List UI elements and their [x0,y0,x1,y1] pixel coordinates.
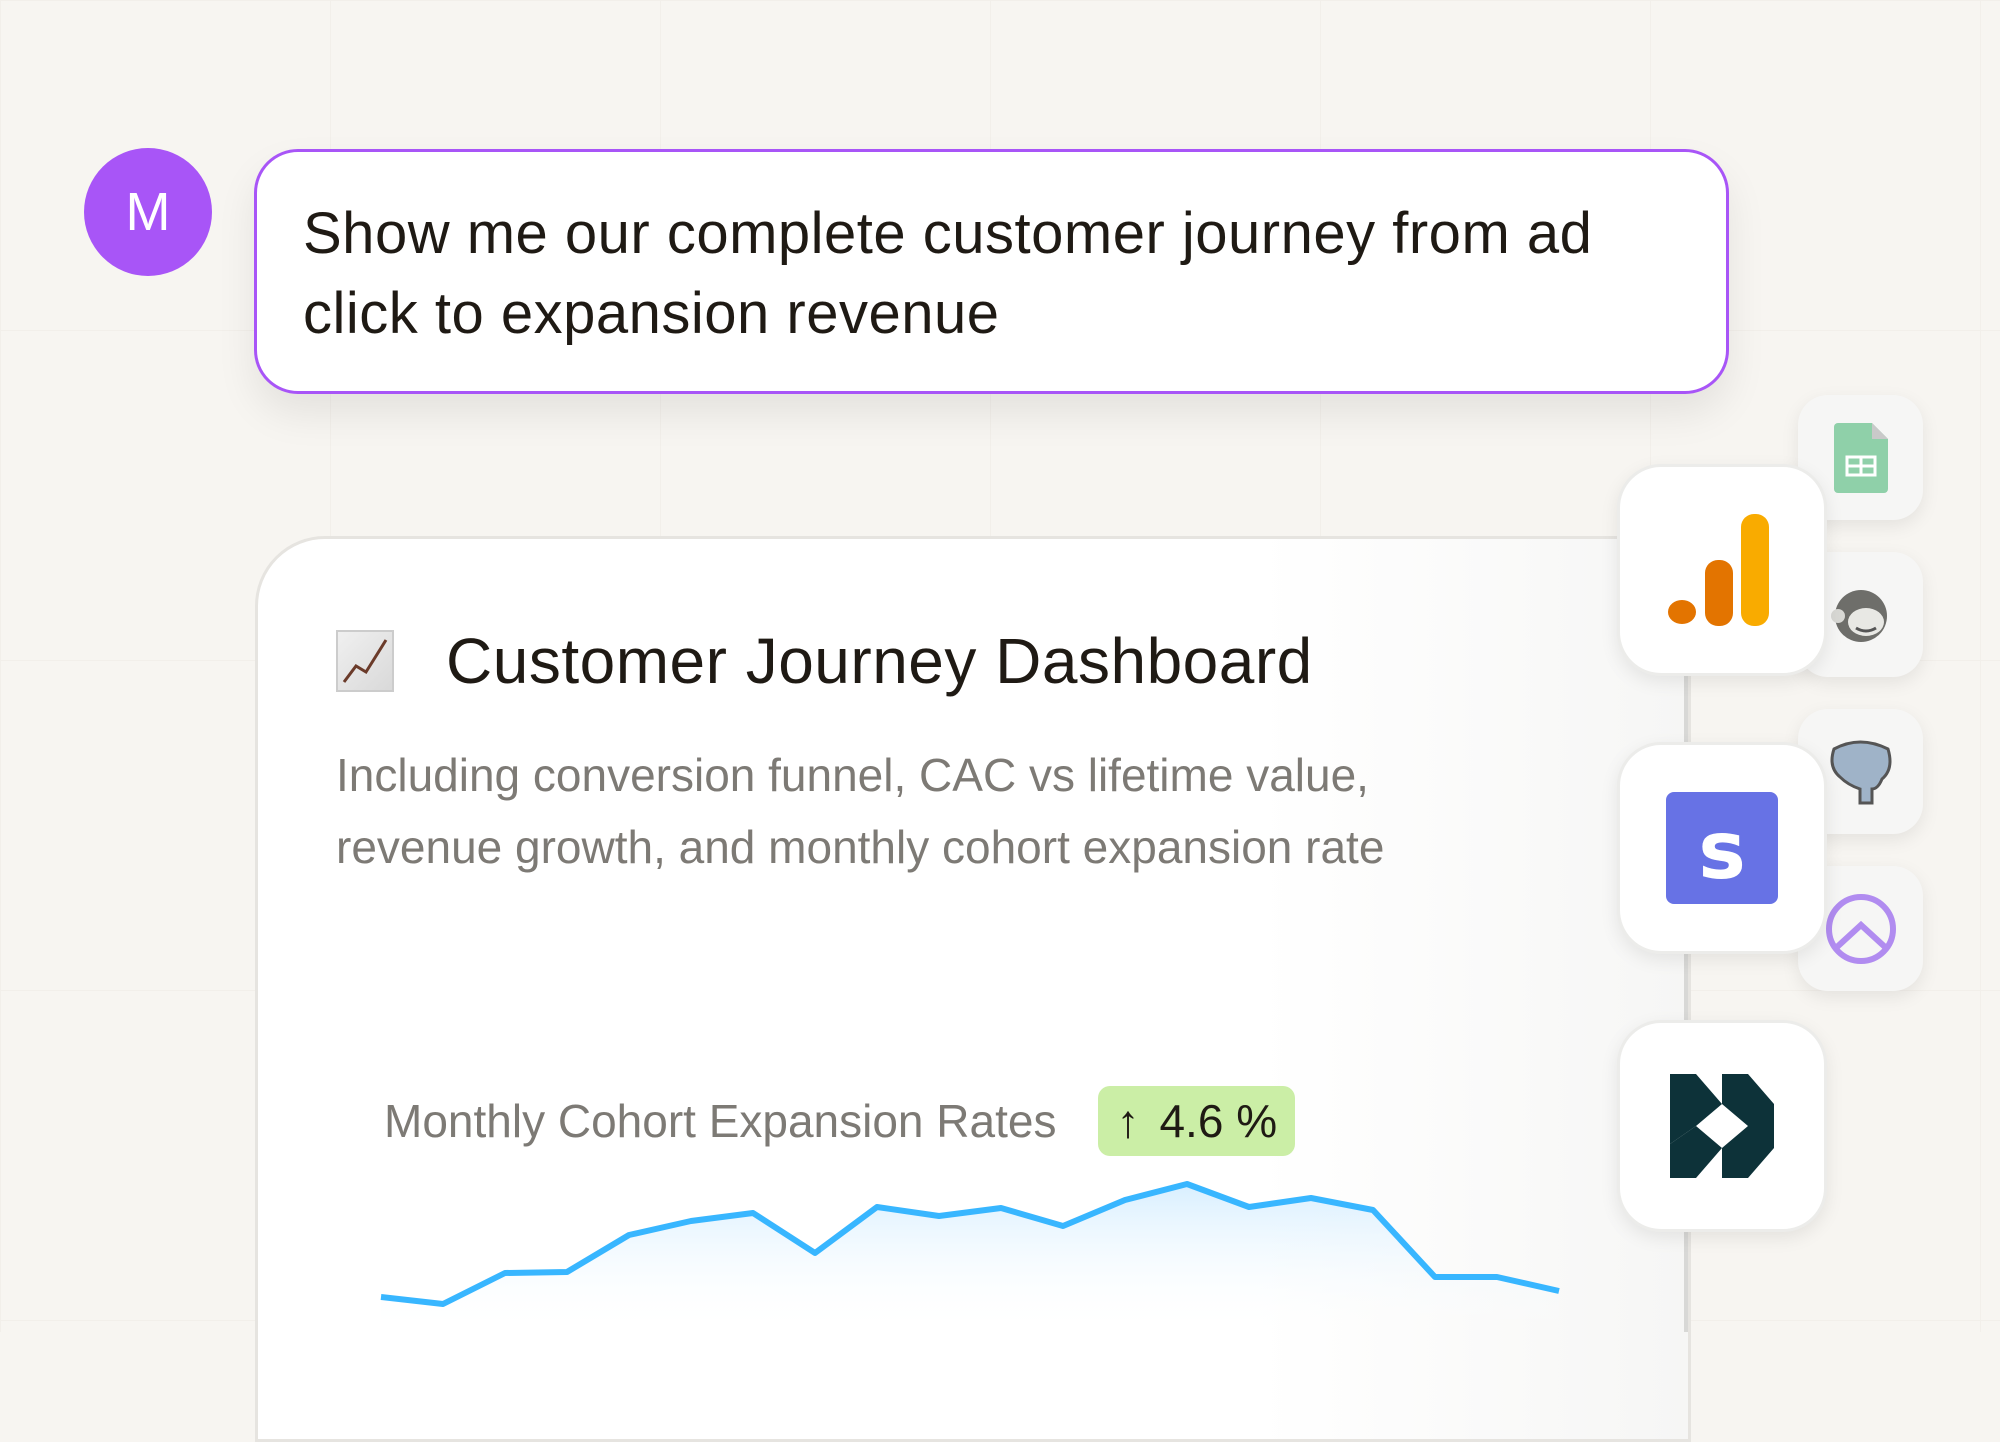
user-avatar: M [84,148,212,276]
google-sheets-icon [1833,422,1888,493]
card-header: Customer Journey Dashboard [336,624,1313,698]
user-prompt-bubble: Show me our complete customer journey fr… [254,149,1729,394]
chart-title: Monthly Cohort Expansion Rates [384,1095,1057,1147]
double-chevron-icon [1670,1074,1774,1178]
growth-badge: ↑ 4.6 % [1098,1086,1296,1156]
svg-text:s: s [1698,804,1746,897]
postgresql-icon [1830,740,1891,804]
chart-header: Monthly Cohort Expansion Rates ↑ 4.6 % [384,1086,1296,1156]
google-analytics-tile[interactable] [1617,464,1827,676]
avatar-initial: M [125,182,171,242]
arrow-up-icon: ↑ [1116,1095,1140,1147]
card-subtitle: Including conversion funnel, CAC vs life… [336,749,1385,873]
google-analytics-icon [1668,514,1769,626]
chart-area-fill [381,1184,1559,1332]
card-title: Customer Journey Dashboard [446,625,1313,697]
stripe-icon: s [1666,792,1778,904]
connector-line [1684,676,1688,1332]
prompt-text: Show me our complete customer journey fr… [303,201,1593,346]
mailchimp-icon [1830,589,1887,642]
chart-increasing-icon [336,630,394,692]
stripe-tile[interactable]: s [1617,742,1827,954]
expansion-rate-chart [380,1181,1560,1332]
chevron-circle-icon [1825,893,1896,964]
hightouch-tile[interactable] [1617,1020,1827,1232]
growth-value: 4.6 % [1159,1095,1278,1147]
chart-line [380,1181,1560,1307]
